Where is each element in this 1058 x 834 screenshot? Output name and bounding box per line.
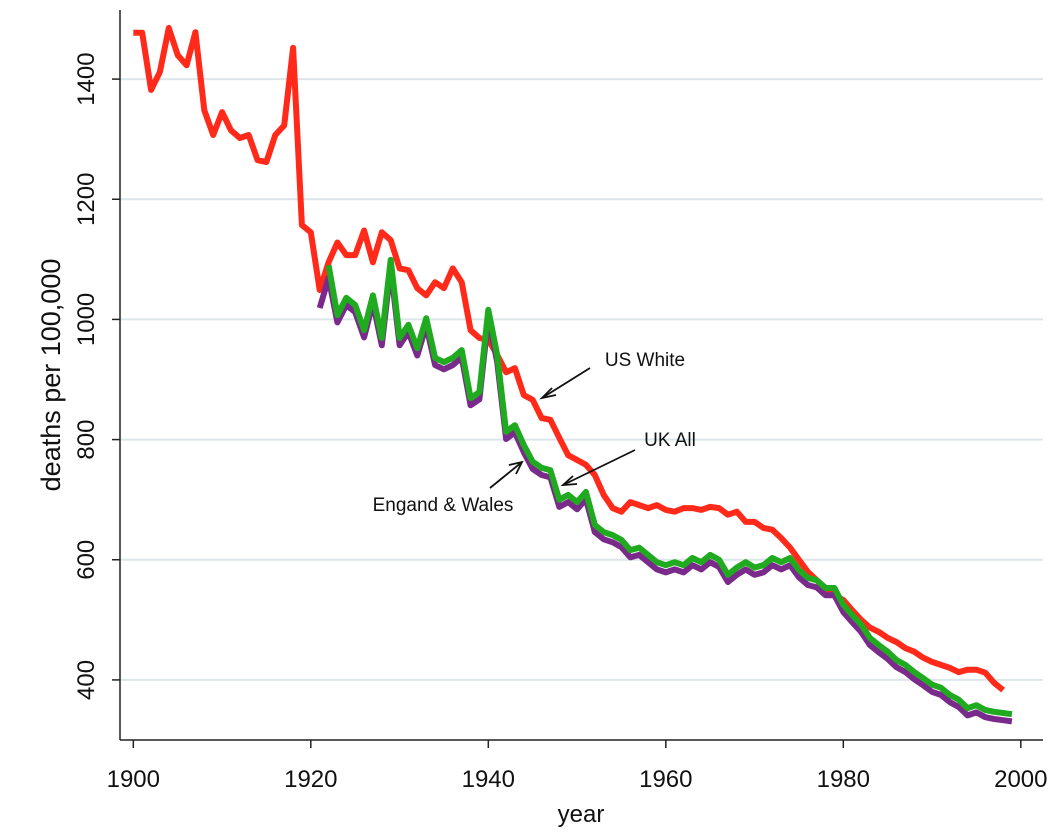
- annotation: UK All: [644, 430, 696, 451]
- x-tick-label: 1920: [284, 766, 337, 793]
- x-tick-label: 1900: [107, 766, 160, 793]
- series-line: [316, 264, 1013, 725]
- y-tick-label: 600: [73, 540, 100, 580]
- y-tick-label: 1000: [73, 293, 100, 346]
- annotation-arrows: [489, 367, 636, 489]
- y-tick-label: 1400: [73, 52, 100, 105]
- y-tick-label: 1200: [73, 173, 100, 226]
- x-tick-label: 1940: [462, 766, 515, 793]
- x-tick-label: 1980: [817, 766, 870, 793]
- annotation: Engand & Wales: [373, 495, 514, 516]
- y-axis-label: deaths per 100,000: [36, 259, 66, 492]
- y-tick-label: 400: [73, 660, 100, 700]
- y-tick-label: 800: [73, 420, 100, 460]
- annotation: US White: [605, 350, 685, 371]
- x-axis-label: year: [558, 801, 605, 828]
- series-line: [325, 256, 1013, 718]
- series-line: [133, 25, 1005, 693]
- x-tick-label: 2000: [994, 766, 1047, 793]
- x-tick-label: 1960: [639, 766, 692, 793]
